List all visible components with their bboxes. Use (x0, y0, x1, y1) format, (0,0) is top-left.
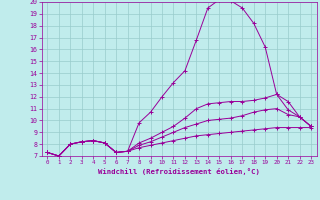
X-axis label: Windchill (Refroidissement éolien,°C): Windchill (Refroidissement éolien,°C) (98, 168, 260, 175)
